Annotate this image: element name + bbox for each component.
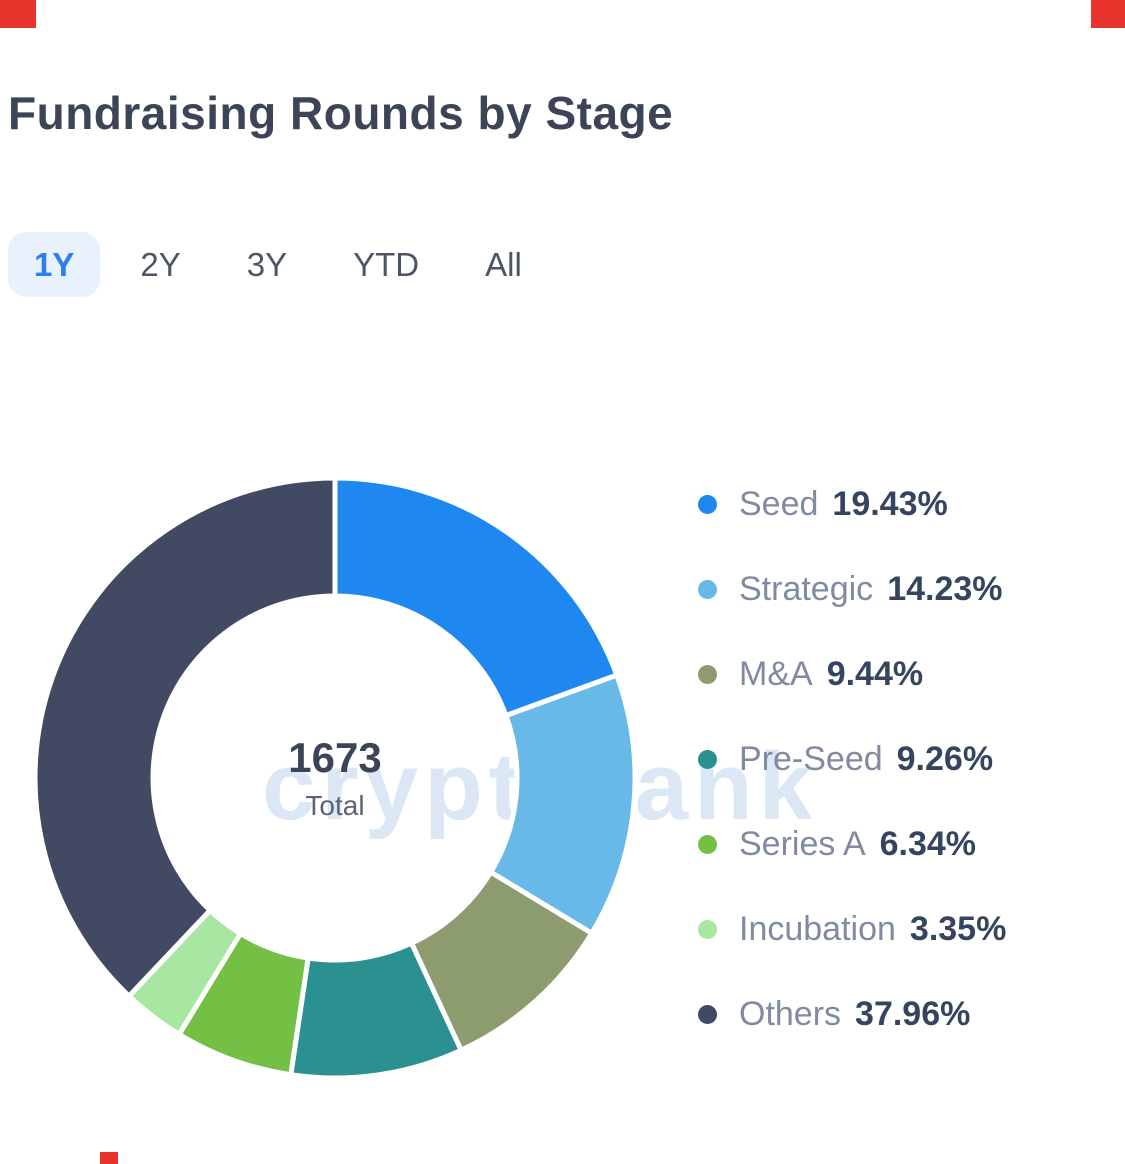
legend-item-others[interactable]: Others 37.96% [698, 972, 1118, 1057]
legend-item-m-a[interactable]: M&A 9.44% [698, 632, 1118, 717]
donut-svg [32, 475, 638, 1081]
legend-dot [698, 580, 717, 599]
legend-dot [698, 835, 717, 854]
legend-dot [698, 665, 717, 684]
legend-dot [698, 1005, 717, 1024]
red-marker-bottom [100, 1152, 118, 1164]
donut-segment-others[interactable] [32, 475, 338, 999]
legend-dot [698, 920, 717, 939]
tab-all[interactable]: All [485, 246, 522, 283]
tab-1y[interactable]: 1Y [8, 232, 101, 297]
legend-percent: 9.44% [826, 655, 924, 693]
tab-3y[interactable]: 3Y [246, 246, 288, 283]
legend-item-incubation[interactable]: Incubation 3.35% [698, 887, 1118, 972]
period-tabs: 1Y 2Y 3Y YTD All [8, 232, 548, 297]
legend-label: Others [739, 995, 842, 1033]
red-corner-marker-top-right [1091, 0, 1125, 28]
legend-percent: 6.34% [879, 825, 977, 863]
tab-ytd[interactable]: YTD [353, 246, 420, 283]
legend-dot [698, 495, 717, 514]
legend-percent: 19.43% [832, 485, 948, 523]
legend-percent: 14.23% [887, 570, 1003, 608]
legend-percent: 37.96% [855, 995, 971, 1033]
legend-label: M&A [739, 655, 813, 693]
donut-chart: 1673 Total [25, 468, 645, 1088]
chart-legend: Seed 19.43% Strategic 14.23% M&A 9.44% Pre-See… [698, 462, 1118, 1057]
legend-item-strategic[interactable]: Strategic 14.23% [698, 547, 1118, 632]
legend-item-seed[interactable]: Seed 19.43% [698, 462, 1118, 547]
legend-label: Incubation [739, 910, 896, 948]
legend-label: Series A [739, 825, 866, 863]
page-title: Fundraising Rounds by Stage [8, 87, 674, 139]
legend-label: Strategic [739, 570, 874, 608]
legend-dot [698, 750, 717, 769]
legend-item-pre-seed[interactable]: Pre-Seed 9.26% [698, 717, 1118, 802]
red-corner-marker-top-left [0, 0, 36, 28]
legend-percent: 3.35% [909, 910, 1007, 948]
legend-item-series-a[interactable]: Series A 6.34% [698, 802, 1118, 887]
tab-2y[interactable]: 2Y [140, 246, 181, 283]
legend-label: Pre-Seed [739, 740, 883, 778]
donut-segment-seed[interactable] [332, 475, 620, 719]
legend-percent: 9.26% [896, 740, 994, 778]
legend-label: Seed [739, 485, 819, 523]
